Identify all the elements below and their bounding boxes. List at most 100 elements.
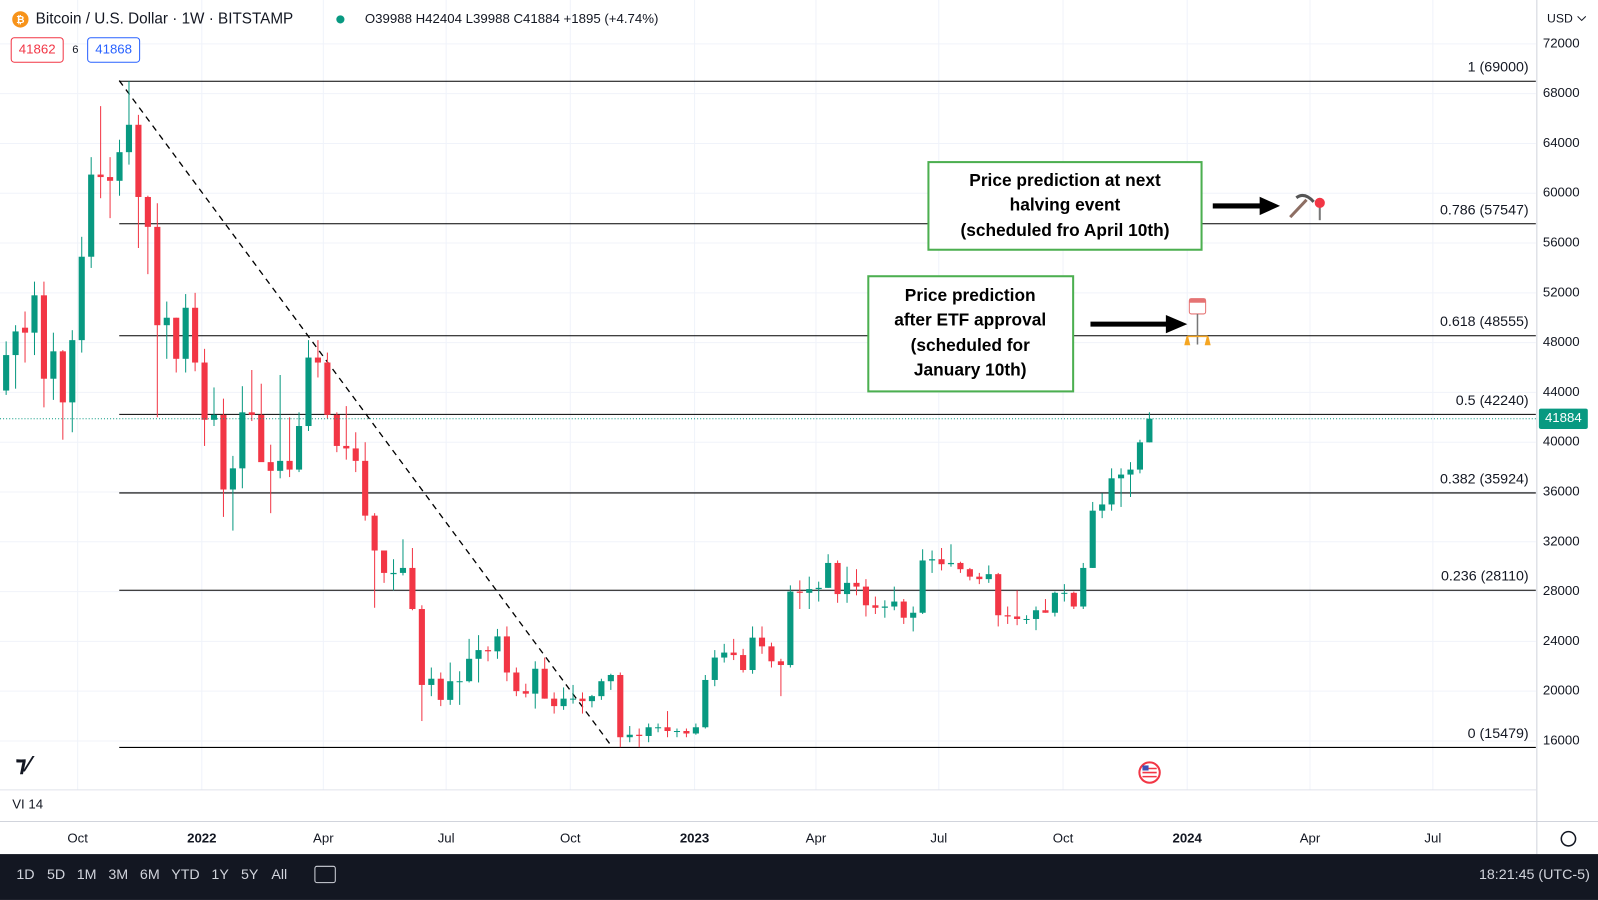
market-status [336, 15, 345, 24]
candle-body [40, 295, 47, 379]
sell-price[interactable]: 41862 [19, 41, 56, 56]
candle-body [88, 174, 95, 257]
date-range-icon[interactable] [314, 865, 336, 884]
candle-body [248, 412, 255, 415]
candle-body [522, 691, 529, 694]
range-button[interactable]: 1D [16, 867, 34, 883]
candle-body [881, 606, 888, 608]
x-tick-label: Oct [67, 830, 88, 845]
annotation-text: January 10th) [914, 360, 1027, 380]
annotation-text: (scheduled for [911, 335, 1031, 355]
candle-body [428, 678, 435, 685]
candle-body [1023, 618, 1030, 620]
range-button[interactable]: 5D [47, 867, 65, 883]
candle-body [447, 681, 454, 700]
candle-body [352, 448, 359, 461]
fib-level-label: 0.382 (35924) [1440, 471, 1529, 487]
ohlc-legend: O39988 H42404 L39988 C41884 +1895 (+4.74… [365, 11, 659, 26]
candle-body [598, 681, 605, 697]
currency-caret[interactable] [1577, 15, 1587, 22]
candle-body [730, 652, 737, 656]
range-button[interactable]: 1M [77, 867, 97, 883]
candle-body [220, 414, 227, 490]
candle-body [295, 426, 303, 470]
candle-body [1070, 592, 1077, 607]
settings-icon[interactable] [1560, 830, 1577, 847]
candle-body [891, 601, 898, 607]
candle-body [437, 678, 444, 700]
candle-body [721, 652, 728, 658]
candle-body [135, 124, 142, 197]
candle-body [239, 412, 246, 469]
price-axis: 16000 20000 24000 28000 32000 36000 40000 44000… [1538, 35, 1588, 747]
candle-body [182, 307, 189, 359]
candle-body [636, 734, 643, 736]
candle-body [1051, 592, 1058, 613]
range-button[interactable]: YTD [171, 867, 200, 883]
annotation-text: (scheduled fro April 10th) [960, 220, 1169, 240]
candle-body [919, 560, 926, 613]
range-button[interactable]: All [271, 867, 287, 883]
candle-body [305, 357, 312, 427]
candle-body [853, 582, 860, 587]
fib-level-label: 0 (15479) [1468, 726, 1529, 742]
candle-body [947, 562, 955, 565]
x-tick-label: Oct [560, 830, 581, 845]
candle-body [532, 668, 539, 694]
candle-body [513, 672, 520, 692]
currency[interactable]: USD [1547, 12, 1573, 26]
y-tick-label: 16000 [1543, 732, 1580, 747]
candle-body [1080, 567, 1087, 607]
candle-body [569, 698, 577, 700]
y-tick-label: 20000 [1543, 683, 1580, 698]
candle-body [381, 550, 388, 573]
y-tick-label: 36000 [1543, 483, 1580, 498]
candle-body [1136, 442, 1144, 470]
candle-body [258, 414, 265, 463]
annotation-box [867, 275, 1075, 393]
candle-body [995, 574, 1002, 616]
annotation-text: halving event [1010, 194, 1121, 214]
calendar-top [1189, 298, 1206, 303]
candle-body [267, 462, 274, 471]
candle-body [201, 362, 208, 420]
candle-body [343, 445, 350, 449]
candle-body [107, 177, 114, 181]
candle-body [31, 295, 38, 333]
candle-body [692, 727, 699, 734]
buy-button[interactable] [87, 37, 141, 63]
candle-body [475, 650, 482, 659]
candle-body [966, 569, 973, 577]
range-button[interactable]: 6M [140, 867, 160, 883]
candle-body [371, 515, 378, 551]
range-button[interactable]: 1Y [211, 867, 229, 883]
fib-level-label: 0.786 (57547) [1440, 202, 1529, 218]
sell-button[interactable] [10, 37, 64, 63]
candle-body [21, 327, 29, 333]
candle-body [97, 174, 104, 178]
candle-body [503, 636, 510, 673]
candle-body [683, 731, 690, 734]
candle-body [3, 355, 10, 391]
x-tick-label: 2022 [187, 830, 216, 845]
y-tick-label: 52000 [1543, 284, 1580, 299]
candle-body [976, 576, 983, 580]
candle-body [645, 727, 652, 736]
range-button[interactable]: 3M [108, 867, 128, 883]
bitcoin-icon [12, 11, 29, 28]
candle-body [749, 637, 756, 671]
buy-price[interactable]: 41868 [95, 41, 132, 56]
candle-body [154, 226, 161, 326]
candle-body [399, 567, 407, 573]
range-button[interactable]: 5Y [241, 867, 259, 883]
candles [0, 81, 1536, 748]
y-tick-label: 72000 [1543, 35, 1580, 50]
y-tick-label: 48000 [1543, 334, 1580, 349]
tv-logo: ⁊⁄ [15, 751, 34, 776]
candle-body [862, 586, 870, 606]
spread: 6 [72, 44, 78, 56]
candle-body [588, 696, 595, 702]
pin-head [1314, 197, 1325, 208]
